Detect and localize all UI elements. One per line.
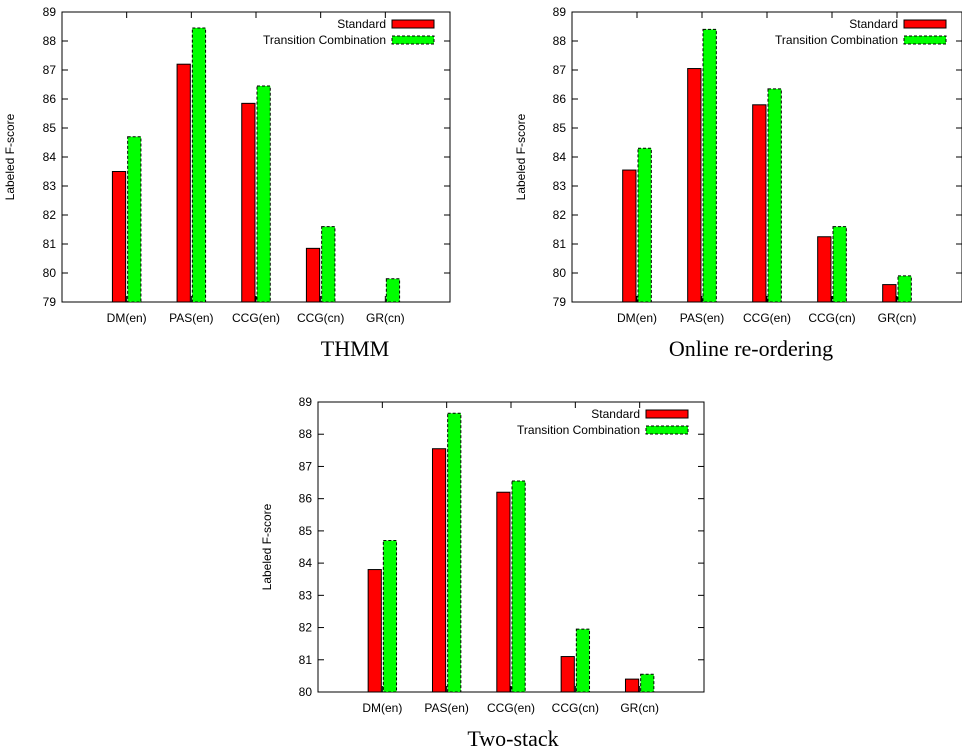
- y-tick-label: 85: [43, 121, 57, 135]
- y-tick-label: 83: [299, 588, 313, 602]
- y-tick-label: 82: [43, 208, 57, 222]
- bar-transition-combination: [640, 673, 655, 693]
- x-tick-label: PAS(en): [424, 701, 468, 715]
- y-tick-label: 86: [299, 492, 313, 506]
- x-tick-label: PAS(en): [680, 311, 724, 325]
- legend-label: Transition Combination: [263, 33, 386, 47]
- legend-swatch: [903, 35, 947, 45]
- y-tick-label: 81: [553, 237, 567, 251]
- legend-swatch: [645, 409, 689, 419]
- chart-2: 79 80 81 82 83 84 85 86 87 88 89 DM(en) PAS(en) CCG(e…: [514, 5, 962, 361]
- bar-transition-combination: [256, 85, 271, 303]
- y-tick-label: 89: [43, 5, 57, 19]
- bar-transition-combination: [511, 480, 526, 693]
- y-tick-label: 88: [553, 34, 567, 48]
- y-tick-label: 82: [299, 621, 313, 635]
- bar-transition-combination: [382, 540, 398, 693]
- bar-transition-combination: [385, 278, 401, 303]
- y-tick-label: 87: [553, 63, 567, 77]
- legend-label: Standard: [337, 17, 386, 31]
- y-tick-label: 81: [299, 653, 313, 667]
- x-tick-label: CCG(en): [487, 701, 535, 715]
- bar-transition-combination: [447, 412, 462, 693]
- bar-standard: [496, 491, 511, 693]
- legend-label: Standard: [591, 407, 640, 421]
- y-tick-label: 82: [553, 208, 567, 222]
- y-tick-label: 89: [553, 5, 567, 19]
- bar-transition-combination: [191, 27, 207, 303]
- y-tick-label: 89: [299, 395, 313, 409]
- y-tick-label: 88: [299, 427, 313, 441]
- bar-standard: [624, 678, 640, 693]
- x-tick-label: DM(en): [362, 701, 402, 715]
- y-tick-label: 83: [553, 179, 567, 193]
- legend-swatch: [391, 35, 435, 45]
- chart-caption: THMM: [321, 336, 389, 361]
- bar-standard: [817, 236, 832, 303]
- x-tick-label: CCG(cn): [552, 701, 599, 715]
- y-axis-label: Labeled F-score: [514, 113, 528, 200]
- y-tick-label: 79: [43, 295, 57, 309]
- y-tick-label: 87: [43, 63, 57, 77]
- y-tick-label: 80: [553, 266, 567, 280]
- y-tick-label: 85: [553, 121, 567, 135]
- legend-swatch: [903, 19, 947, 29]
- legend-swatch: [645, 425, 689, 435]
- bar-transition-combination: [897, 275, 912, 303]
- bar-standard: [367, 569, 382, 693]
- bar-standard: [882, 284, 897, 303]
- legend-label: Transition Combination: [775, 33, 898, 47]
- x-tick-label: GR(cn): [878, 311, 917, 325]
- y-tick-label: 87: [299, 459, 313, 473]
- y-tick-label: 83: [43, 179, 57, 193]
- y-tick-label: 80: [299, 685, 313, 699]
- y-tick-label: 85: [299, 524, 313, 538]
- y-axis-label: Labeled F-score: [260, 503, 274, 590]
- bar-transition-combination: [575, 628, 591, 693]
- bar-standard: [622, 169, 637, 303]
- x-tick-label: CCG(cn): [808, 311, 855, 325]
- bar-transition-combination: [321, 226, 336, 303]
- y-tick-label: 81: [43, 237, 57, 251]
- bar-standard: [687, 68, 702, 303]
- legend-swatch: [391, 19, 435, 29]
- bar-transition-combination: [637, 147, 652, 303]
- y-axis-label: Labeled F-score: [3, 113, 17, 200]
- bar-standard: [752, 104, 767, 303]
- x-tick-label: PAS(en): [169, 311, 213, 325]
- x-tick-label: CCG(cn): [297, 311, 344, 325]
- bar-transition-combination: [127, 136, 142, 303]
- x-tick-label: CCG(en): [232, 311, 280, 325]
- y-tick-label: 80: [43, 266, 57, 280]
- bar-transition-combination: [767, 88, 782, 303]
- legend-label: Standard: [849, 17, 898, 31]
- chart-caption: Online re-ordering: [669, 336, 833, 361]
- y-tick-label: 84: [299, 556, 313, 570]
- y-tick-label: 88: [43, 34, 57, 48]
- x-tick-label: DM(en): [107, 311, 147, 325]
- x-tick-label: GR(cn): [366, 311, 405, 325]
- y-tick-label: 86: [553, 92, 567, 106]
- bar-standard: [560, 656, 575, 693]
- bar-transition-combination: [702, 28, 717, 303]
- y-tick-label: 84: [43, 150, 57, 164]
- x-tick-label: GR(cn): [620, 701, 659, 715]
- bar-standard: [111, 171, 127, 303]
- bar-standard: [241, 102, 256, 303]
- x-tick-label: CCG(en): [743, 311, 791, 325]
- y-tick-label: 79: [553, 295, 567, 309]
- bar-standard: [305, 247, 321, 303]
- chart-caption: Two-stack: [467, 726, 558, 750]
- bar-standard: [431, 448, 447, 693]
- legend-label: Transition Combination: [517, 423, 640, 437]
- bar-standard: [176, 63, 191, 303]
- y-tick-label: 84: [553, 150, 567, 164]
- y-tick-label: 86: [43, 92, 57, 106]
- bar-transition-combination: [832, 226, 847, 303]
- chart-1: 79 80 81 82 83 84 85 86 87 88 89 DM(en) PAS(en) CCG(e…: [3, 5, 451, 361]
- chart-3: 80 81 82 83 84 85 86 87 88 89 DM(en) PAS(en) CCG(en)…: [260, 395, 705, 750]
- x-tick-label: DM(en): [617, 311, 657, 325]
